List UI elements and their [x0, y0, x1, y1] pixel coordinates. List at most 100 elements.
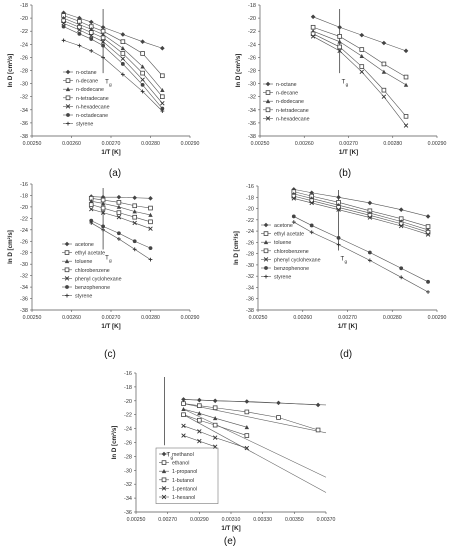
legend-marker [65, 293, 69, 298]
data-point [148, 212, 153, 217]
data-point [244, 425, 250, 430]
chart-panel: -18 -20 -22 -24 -26 -28 -30 -32 -34 -36 -380.00250… [235, 3, 446, 179]
series-line [293, 193, 429, 231]
data-point [212, 405, 218, 411]
data-point [100, 205, 106, 211]
legend-entry: benzophenone [274, 266, 309, 272]
x-tick-label: 0.00270 [102, 315, 121, 321]
data-point [315, 402, 321, 408]
x-axis-title: 1/T [K] [339, 149, 358, 156]
data-point [337, 48, 342, 54]
x-tick-label: 0.00280 [383, 141, 402, 147]
chart-panel: -18 -20 -22 -24 -26 -28 -30 -32 -34 -36 -380.00250… [7, 3, 199, 179]
data-point [61, 24, 66, 29]
data-point [212, 435, 218, 440]
legend-entry: chlorobenzene [75, 268, 110, 274]
data-point [337, 44, 342, 50]
x-tick-label: 0.00280 [141, 141, 160, 147]
data-point [197, 417, 202, 423]
data-point [381, 87, 387, 93]
data-point [61, 21, 66, 26]
tg-label: T [341, 256, 345, 262]
legend-entry: phenyl cyclohexane [75, 276, 122, 282]
y-tick-label: -16 [246, 184, 254, 190]
series-group [61, 13, 165, 79]
data-point [291, 214, 296, 219]
y-tick-label: -20 [248, 16, 256, 22]
series-group [181, 423, 250, 451]
data-point [309, 200, 314, 206]
series-line [312, 16, 407, 52]
y-tick-label: -34 [20, 108, 28, 114]
legend-marker [65, 87, 71, 92]
legend-entry: methanol [172, 452, 194, 458]
series-line [293, 195, 429, 233]
data-point [116, 204, 122, 209]
data-point [88, 30, 94, 35]
legend-entry: ethyl acetate [274, 232, 304, 238]
y-tick-label: -36 [124, 510, 132, 516]
series-line [183, 414, 247, 436]
data-point [244, 409, 250, 415]
legend-entry: n-hexadecane [76, 104, 110, 110]
legend-marker [265, 90, 271, 95]
series-group [61, 18, 165, 100]
data-point [160, 73, 165, 79]
data-point [359, 53, 364, 58]
x-tick-label: 0.00330 [253, 517, 272, 523]
series-group [61, 24, 165, 111]
legend-entry: n-octane [276, 82, 297, 88]
data-point [160, 94, 165, 100]
x-tick-label: 0.00270 [338, 315, 357, 321]
series-group [291, 193, 431, 235]
y-tick-label: -30 [248, 82, 256, 88]
data-point [100, 35, 106, 41]
x-tick-label: 0.00260 [293, 315, 312, 321]
y-tick-label: -34 [248, 108, 256, 114]
series-group [310, 29, 409, 87]
legend-marker [66, 113, 70, 117]
y-tick-label: -18 [124, 385, 132, 391]
data-point [120, 51, 126, 56]
data-point [276, 400, 281, 406]
legend-marker [64, 241, 70, 247]
data-point [359, 47, 365, 52]
y-tick-label: -22 [20, 29, 28, 35]
data-point [212, 422, 218, 428]
tg-label: T [105, 256, 109, 262]
legend-entry: n-octadecane [76, 113, 108, 119]
tg-subscript: g [345, 259, 348, 264]
series-line [293, 191, 429, 227]
data-point [403, 74, 409, 80]
data-point [101, 43, 105, 48]
y-tick-label: -32 [248, 95, 256, 101]
data-point [367, 215, 373, 220]
y-tick-label: -30 [20, 82, 28, 88]
series-group [291, 220, 430, 294]
data-point [140, 64, 145, 69]
series-group [310, 14, 409, 54]
x-tick-label: 0.00250 [251, 141, 270, 147]
x-tick-label: 0.00310 [222, 517, 241, 523]
legend-box [155, 447, 219, 504]
panel-caption: (e) [224, 536, 236, 547]
x-tick-label: 0.00260 [62, 315, 81, 321]
y-tick-label: -28 [20, 251, 28, 257]
data-point [160, 101, 165, 106]
data-point [160, 106, 165, 111]
data-point [276, 415, 281, 420]
legend-marker [265, 81, 271, 87]
data-point [403, 114, 409, 119]
data-point [89, 48, 94, 53]
data-point [381, 69, 387, 74]
y-tick-label: -36 [248, 121, 256, 127]
x-axis-title: 1/T [K] [221, 525, 240, 532]
legend-marker [65, 104, 71, 109]
data-point [89, 33, 94, 39]
chart-panel: -16 -18 -20 -22 -24 -26 -28 -30 -32 -34 -360.00250… [111, 371, 335, 547]
legend-entry: 1-butanol [172, 478, 194, 484]
data-point [140, 51, 145, 56]
legend-entry: 1-hexanol [172, 495, 195, 501]
y-tick-label: -32 [124, 482, 132, 488]
